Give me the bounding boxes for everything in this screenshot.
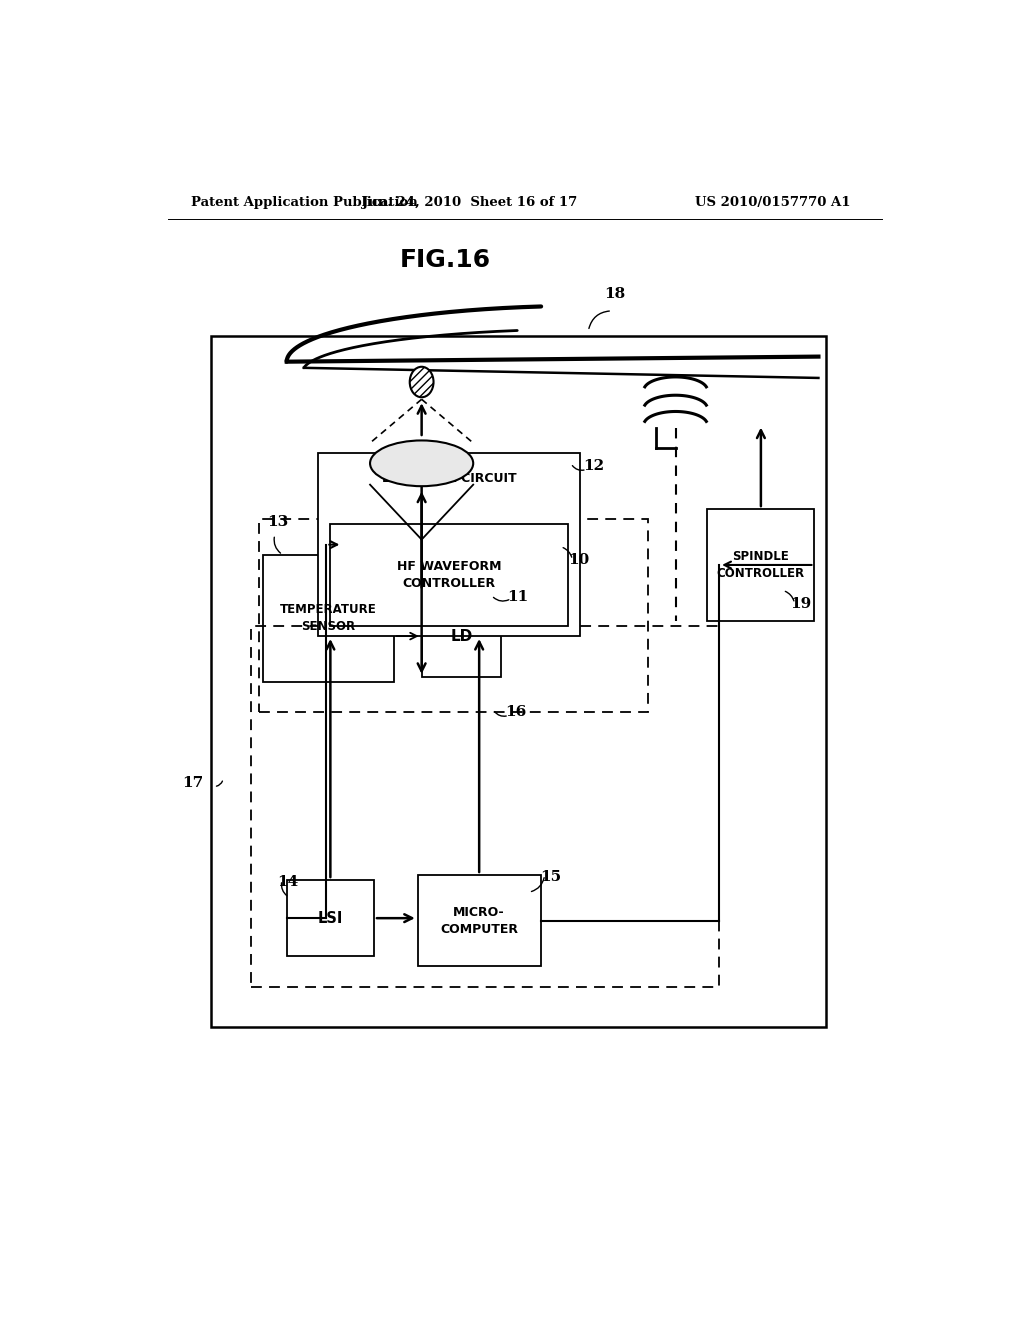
Text: TEMPERATURE
SENSOR: TEMPERATURE SENSOR [280,603,377,634]
FancyBboxPatch shape [331,524,568,626]
FancyBboxPatch shape [418,875,541,966]
Ellipse shape [370,441,473,486]
Text: Jun. 24, 2010  Sheet 16 of 17: Jun. 24, 2010 Sheet 16 of 17 [361,195,577,209]
Text: 15: 15 [541,870,562,884]
Text: Patent Application Publication: Patent Application Publication [191,195,418,209]
FancyBboxPatch shape [708,510,814,620]
Text: FIG.16: FIG.16 [400,248,490,272]
Text: 11: 11 [507,590,528,603]
Text: 13: 13 [267,515,288,529]
Text: 12: 12 [583,459,604,474]
Text: MICRO-
COMPUTER: MICRO- COMPUTER [440,906,518,936]
Text: HF WAVEFORM
CONTROLLER: HF WAVEFORM CONTROLLER [397,560,502,590]
FancyBboxPatch shape [287,880,374,956]
Text: 10: 10 [568,553,590,568]
Text: SPINDLE
CONTROLLER: SPINDLE CONTROLLER [717,550,805,579]
FancyBboxPatch shape [263,554,394,682]
FancyBboxPatch shape [318,453,581,636]
Text: 16: 16 [505,705,526,719]
Circle shape [410,367,433,397]
Text: LSI: LSI [317,911,343,925]
Text: LD DRIVER CIRCUIT: LD DRIVER CIRCUIT [382,473,517,484]
Text: 17: 17 [182,776,204,791]
FancyBboxPatch shape [211,337,826,1027]
Text: 19: 19 [791,597,812,611]
Text: 18: 18 [604,286,626,301]
Text: 14: 14 [278,875,298,888]
Text: US 2010/0157770 A1: US 2010/0157770 A1 [694,195,850,209]
Text: LD: LD [451,628,472,644]
FancyBboxPatch shape [422,595,501,677]
